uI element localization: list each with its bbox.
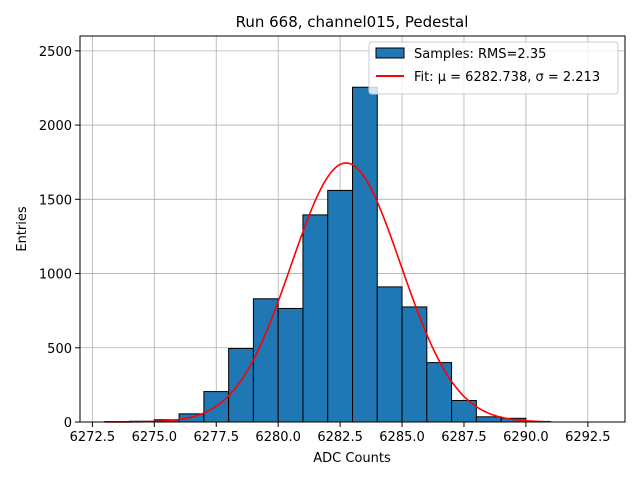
legend-label-fit: Fit: μ = 6282.738, σ = 2.213 bbox=[414, 70, 600, 85]
legend-box bbox=[368, 41, 619, 95]
y-tick-label-4: 2000 bbox=[39, 119, 72, 134]
histogram-bar-13 bbox=[426, 362, 453, 423]
plot-frame bbox=[79, 35, 626, 423]
histogram-bar-11 bbox=[376, 286, 403, 423]
histogram-bar-8 bbox=[302, 214, 329, 423]
x-tick-label-3: 6280.0 bbox=[255, 430, 301, 445]
x-tick-label-4: 6282.5 bbox=[317, 430, 363, 445]
x-tick-label-0: 6272.5 bbox=[70, 430, 116, 445]
histogram-bar-7 bbox=[277, 307, 304, 423]
histogram-bar-15 bbox=[475, 416, 502, 423]
histogram-bar-6 bbox=[252, 298, 279, 423]
x-tick-label-1: 6275.0 bbox=[132, 430, 178, 445]
chart-title: Run 668, channel015, Pedestal bbox=[236, 13, 469, 31]
x-tick-label-2: 6277.5 bbox=[194, 430, 240, 445]
y-tick-label-2: 1000 bbox=[39, 268, 72, 283]
x-axis-label: ADC Counts bbox=[313, 451, 391, 466]
fit-curve-layer bbox=[104, 162, 551, 423]
y-tick-label-5: 2500 bbox=[39, 45, 72, 60]
x-tick-label-5: 6285.0 bbox=[379, 430, 425, 445]
x-tick-label-6: 6287.5 bbox=[441, 430, 487, 445]
x-tick-label-8: 6292.5 bbox=[565, 430, 611, 445]
y-tick-label-1: 500 bbox=[47, 342, 72, 357]
legend-label-samples: Samples: RMS=2.35 bbox=[414, 47, 546, 62]
histogram-bar-10 bbox=[352, 86, 378, 423]
y-axis-ticks: 0 500 1000 1500 2000 2500 bbox=[39, 45, 80, 431]
legend-swatch-samples bbox=[375, 47, 405, 59]
histogram-bar-9 bbox=[327, 189, 353, 423]
x-tick-label-7: 6290.0 bbox=[503, 430, 549, 445]
gaussian-fit-curve bbox=[104, 162, 551, 423]
histogram-bar-5 bbox=[228, 348, 254, 423]
y-axis-label: Entries bbox=[15, 206, 30, 252]
y-tick-label-3: 1500 bbox=[39, 193, 72, 208]
x-axis-ticks: 6272.5 6275.0 6277.5 6280.0 6282.5 6285.0 6287… bbox=[70, 422, 611, 445]
y-tick-label-0: 0 bbox=[64, 416, 72, 431]
legend: Samples: RMS=2.35 Fit: μ = 6282.738, σ =… bbox=[368, 41, 619, 95]
